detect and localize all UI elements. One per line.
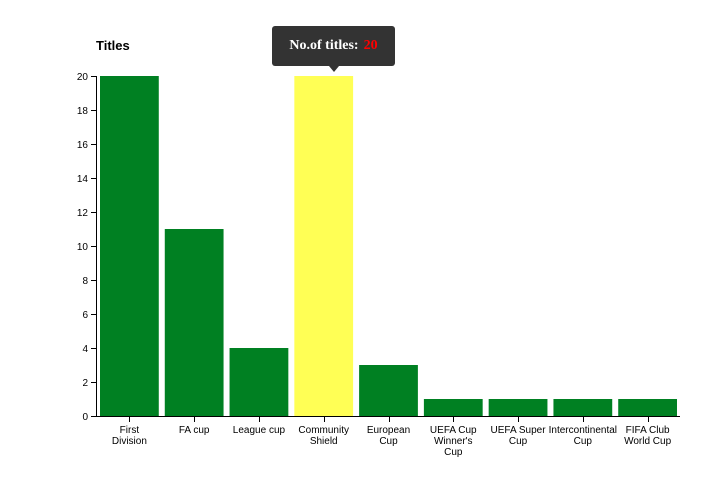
y-tick-label: 16 <box>77 140 89 151</box>
category-label: FIFA Club World Cup <box>624 425 671 447</box>
y-tick-label: 4 <box>82 344 88 355</box>
category-label: UEFA Cup Winner's Cup <box>430 425 477 458</box>
y-tick-label: 18 <box>77 106 89 117</box>
y-tick-label: 2 <box>82 378 88 389</box>
bar-community-shield[interactable] <box>294 76 354 416</box>
category-label: UEFA Super Cup <box>491 425 547 447</box>
bars <box>100 76 677 416</box>
category-label: FA cup <box>179 425 210 436</box>
y-axis: 0 2 4 6 8 10 12 14 16 18 20 <box>77 72 97 423</box>
y-tick-label: 8 <box>82 276 88 287</box>
category-label: Community Shield <box>298 425 349 447</box>
category-labels: First Division FA cup League cup Community Sh… <box>112 425 672 458</box>
category-label: League cup <box>233 425 286 436</box>
bar-intercontinental-cup[interactable] <box>553 399 613 416</box>
x-axis <box>96 416 680 422</box>
category-label: First Division <box>112 425 147 447</box>
tooltip-arrow <box>329 66 339 72</box>
category-label: Intercontinental Cup <box>549 425 617 447</box>
bar-league-cup[interactable] <box>229 348 289 416</box>
y-tick-label: 20 <box>77 72 89 83</box>
tooltip: No.of titles: 20 <box>272 26 395 66</box>
tooltip-value: 20 <box>363 38 378 53</box>
bar-fifa-club-world-cup[interactable] <box>618 399 677 416</box>
tooltip-label: No.of titles: <box>289 38 359 53</box>
y-tick-label: 12 <box>77 208 89 219</box>
y-tick-label: 0 <box>82 412 88 423</box>
bar-first-division[interactable] <box>100 76 159 416</box>
bar-uefa-cup-winner-s-cup[interactable] <box>423 399 483 416</box>
y-tick-label: 6 <box>82 310 88 321</box>
category-label: European Cup <box>367 425 410 447</box>
y-tick-label: 10 <box>77 242 89 253</box>
bar-european-cup[interactable] <box>359 365 418 416</box>
bar-fa-cup[interactable] <box>164 229 224 416</box>
y-axis-title: Titles <box>96 38 130 53</box>
bar-uefa-super-cup[interactable] <box>488 399 548 416</box>
y-tick-label: 14 <box>77 174 89 185</box>
